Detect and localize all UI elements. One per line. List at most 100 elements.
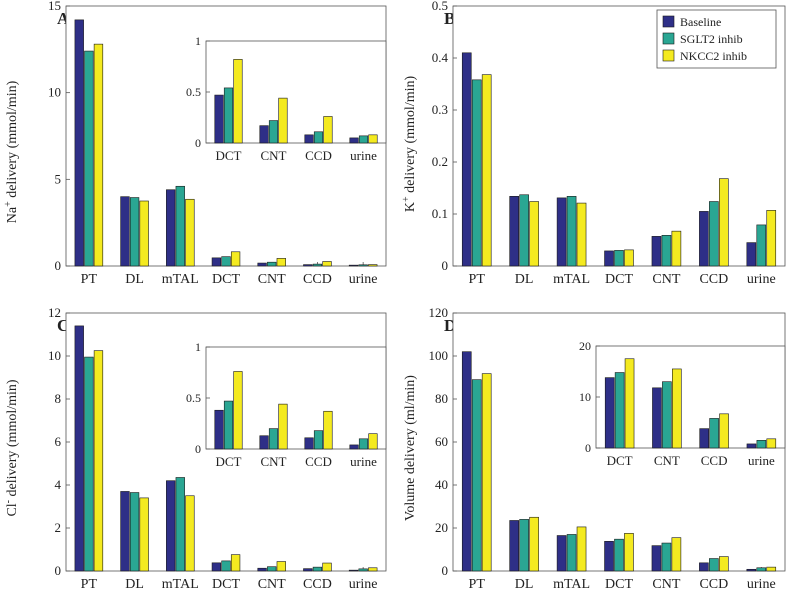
panel-c-inset-bar (223, 400, 234, 450)
panel-b-bar (651, 236, 662, 267)
panel-b-x-tick-label: mTAL (553, 272, 590, 287)
panel-a-inset-bar (313, 131, 324, 144)
panel-a-inset-y-tick-label: 0.5 (186, 85, 201, 99)
panel-d-bar (709, 558, 719, 572)
panel-d-inset-bar (624, 358, 635, 449)
panel-d-inset-bar (652, 387, 662, 449)
panel-c-inset-x-tick-label: DCT (216, 454, 242, 469)
panel-c-bar (129, 492, 140, 572)
panel-d-y-tick-label: 120 (429, 305, 449, 320)
panel-a-bar (257, 262, 267, 267)
panel-d-x-tick-label: PT (469, 577, 486, 592)
panel-d-bar (766, 566, 777, 572)
panel-b-bar (614, 250, 624, 267)
panel-d-y-tick-label: 60 (435, 434, 448, 449)
panel-c-bar (185, 495, 195, 572)
panel-a-inset-bar (268, 120, 279, 144)
panel-c-inset-bar (368, 433, 378, 450)
panel-b-x-tick-label: DL (515, 272, 534, 287)
panel-c-inset-bar (323, 410, 333, 450)
panel-b-y-tick-label: 0.3 (432, 102, 448, 117)
panel-d-x-tick-label: urine (747, 577, 776, 592)
panel-c-inset-y-tick-label: 0.5 (186, 391, 201, 405)
panel-b-bar (699, 211, 709, 267)
panel-d-inset-bar (746, 443, 757, 449)
panel-d-inset-bar (672, 368, 682, 449)
legend-label-baseline: Baseline (680, 15, 721, 29)
panel-a-x-tick-label: DCT (212, 272, 240, 287)
panel-c-bar (303, 568, 313, 572)
panel-b-x-tick-label: DCT (605, 272, 633, 287)
panel-a-inset-bar (304, 134, 314, 144)
panel-c-bar (358, 568, 368, 572)
panel-d-bar (746, 568, 757, 572)
panel-d-inset-bar (756, 440, 767, 449)
panel-c-y-tick-label: 8 (55, 391, 62, 406)
panel-d-inset-bar (662, 381, 672, 449)
panel-c-bar (322, 562, 332, 572)
panel-c-x-tick-label: CCD (303, 577, 332, 592)
panel-c-y-tick-label: 2 (55, 520, 62, 535)
panel-c-bar (166, 480, 176, 572)
panel-a-bar (276, 258, 286, 267)
panel-a-inset-bar (358, 135, 369, 144)
panel-b-bar (709, 201, 719, 267)
panel-d-bar (576, 526, 587, 572)
panel-b-bar (529, 201, 539, 267)
legend-swatch-nkcc2 (662, 49, 675, 62)
panel-b-y-tick-label: 0.4 (432, 50, 449, 65)
panel-c-x-tick-label: DCT (212, 577, 240, 592)
panel-c-y-tick-label: 12 (48, 305, 61, 320)
panel-d-x-tick-label: CNT (652, 577, 680, 592)
panel-d-inset-x-tick-label: CNT (654, 453, 680, 468)
panel-c-x-tick-label: mTAL (162, 577, 199, 592)
panel-a-inset-bar (223, 87, 234, 144)
panel-d-bar (566, 534, 577, 572)
panel-c-inset-bar (358, 438, 369, 450)
panel-c-bar (276, 561, 286, 572)
panel-c-x-tick-label: CNT (258, 577, 286, 592)
panel-b-bar (509, 196, 519, 267)
panel-a-x-tick-label: urine (349, 272, 378, 287)
panel-d-bar (719, 556, 729, 572)
panel-a-x-tick-label: CCD (303, 272, 332, 287)
panel-c-y-tick-label: 6 (55, 434, 62, 449)
panel-b-bar (471, 79, 482, 267)
panel-b-bar (756, 224, 767, 267)
panel-d-bar (614, 538, 624, 572)
panel-d-inset-y-tick-label: 20 (579, 339, 591, 353)
panel-b-bar (746, 242, 757, 267)
panel-d-bar (671, 537, 682, 572)
panel-a-bar (221, 256, 231, 267)
panel-d-x-tick-label: CCD (699, 577, 728, 592)
panel-d-bar (471, 379, 482, 572)
panel-c-inset-bar (214, 409, 224, 450)
panel-c-inset-y-tick-label: 0 (195, 442, 201, 456)
panel-b-x-tick-label: PT (469, 272, 486, 287)
panel-d: D Volume delivery (ml/min) 0204060801001… (403, 305, 786, 592)
panel-d-x-tick-label: DCT (605, 577, 633, 592)
panel-d-y-tick-label: 20 (435, 520, 448, 535)
panel-a-y-axis-label: Na+ delivery (mmol/min) (3, 80, 21, 223)
panel-c-bar (74, 325, 84, 572)
panel-c-y-axis-label: Cl- delivery (mmol/min) (3, 379, 21, 516)
panel-a-inset-x-tick-label: urine (350, 148, 377, 163)
panel-b-bar (604, 250, 614, 267)
panel-a-inset-y-tick-label: 0 (195, 136, 201, 150)
panel-d-bar (461, 351, 472, 572)
panel-d-bar (481, 373, 492, 572)
panel-d-inset-bar (699, 428, 709, 449)
panel-d-inset-bar (709, 418, 719, 449)
panel-b-y-tick-label: 0.1 (432, 206, 448, 221)
panel-a-bar (358, 264, 368, 267)
panel-b-y-axis-label: K+ delivery (mmol/min) (401, 76, 419, 213)
panel-b-bar (624, 249, 634, 267)
panel-b-bar (556, 197, 567, 267)
panel-a-bar (267, 261, 277, 267)
panel-d-y-axis-label: Volume delivery (ml/min) (403, 375, 418, 521)
panel-b-bar (481, 74, 492, 267)
panel-c-bar (348, 569, 359, 572)
panel-d-y-tick-label: 40 (435, 477, 448, 492)
panel-a-x-tick-label: PT (81, 272, 98, 287)
